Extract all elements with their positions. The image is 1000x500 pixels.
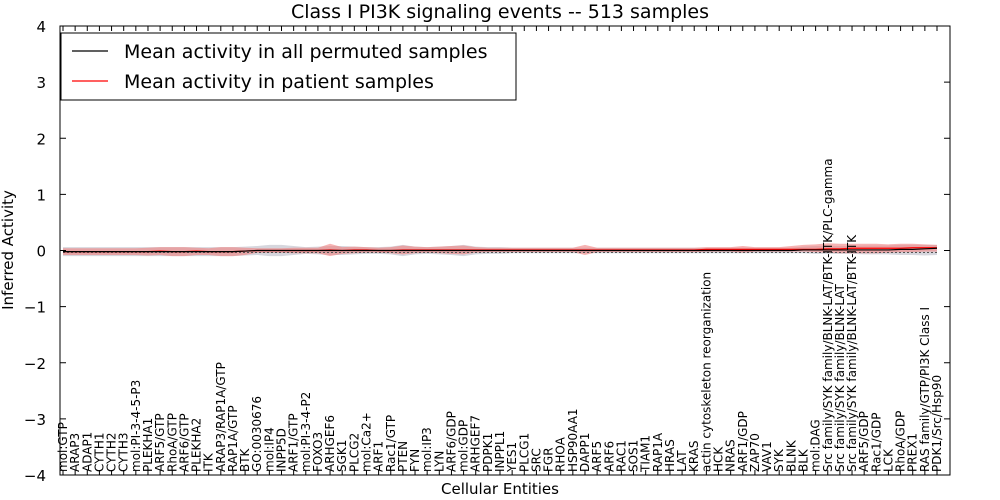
x-tick-label: BLNK (784, 439, 798, 472)
legend-box (60, 32, 517, 101)
x-tick-label: PTEN (396, 441, 410, 472)
x-tick-label: ARF6/GDP (444, 411, 458, 472)
y-tick-label: −3 (24, 411, 46, 429)
x-tick-label: ARF5/GDP (857, 411, 871, 472)
x-tick-label: INPP5D (275, 428, 289, 472)
series-lines (63, 247, 938, 253)
x-tick-label: PDK1/Src/Hsp90 (930, 375, 944, 472)
x-tick-label: SOS1 (627, 440, 641, 472)
x-tick-label: Rac1/GDP (869, 413, 883, 472)
x-tick-label: PLEKHA1 (141, 418, 155, 472)
y-tick-label: −1 (24, 299, 46, 317)
x-tick-label: KRAS (687, 440, 701, 472)
x-tick-label: TIAM1 (639, 435, 653, 473)
y-tick-label: 2 (36, 130, 46, 148)
x-tick-label: mol:PI-3-4-P2 (299, 392, 313, 472)
x-tick-label: Rac1/GTP (384, 415, 398, 472)
x-tick-label: RAP1A/GTP (226, 405, 240, 472)
x-tick-label: YES1 (505, 442, 519, 473)
x-tick-label: ADAP1 (80, 432, 94, 472)
y-tick-label: 1 (36, 186, 46, 204)
x-tick-label: ARF1/GTP (287, 413, 301, 472)
x-tick-label: RhoA/GDP (894, 411, 908, 472)
x-tick-label: CYTH2 (105, 433, 119, 473)
x-tick-label: ARF5/GTP (153, 413, 167, 472)
legend: Mean activity in all permuted samples Me… (60, 32, 517, 101)
x-tick-label: PLCG1 (517, 433, 531, 472)
x-tick-label: ARHGEF6 (323, 415, 337, 472)
x-tick-label: FYN (408, 449, 422, 472)
x-tick-label: ARF6/GTP (177, 413, 191, 472)
x-tick-label: Src family/SYK family/BLNK-LAT/BTK-ITK (845, 234, 859, 472)
x-tick-label: ARHGEF7 (469, 415, 483, 472)
x-tick-label: SYK (772, 448, 786, 472)
x-tick-label: LYN (432, 451, 446, 472)
x-tick-label: HRAS (663, 439, 677, 472)
x-tick-label: ZAP70 (748, 433, 762, 472)
plot-area: −4 −3 −2 −1 0 1 2 3 4 mol:GTPARAP3ADAP1CYTH1CYTH… (24, 18, 951, 485)
x-tick-label: mol:DAG (809, 419, 823, 472)
x-tick-label: RAC1 (614, 440, 628, 472)
x-tick-label: ARF1 (372, 441, 386, 472)
x-tick-label: HSP90AA1 (566, 408, 580, 472)
x-tick-label: PREX1 (906, 433, 920, 472)
x-tick-label: GO:0030676 (250, 396, 264, 472)
x-tick-label: LCK (881, 448, 895, 472)
x-tick-label: FOXO3 (311, 432, 325, 472)
x-tick-label: NRAS (724, 439, 738, 472)
y-tick-label: 3 (36, 74, 46, 92)
x-tick-label: INPPL1 (493, 431, 507, 472)
x-tick-label: ITK (202, 452, 216, 472)
x-tick-label: RHOA (554, 436, 568, 472)
x-tick-label: PDPK1 (481, 433, 495, 472)
x-axis-label: Cellular Entities (441, 480, 559, 498)
permuted-mean-line (63, 247, 938, 253)
x-tick-label: Src family/SYK family/BLNK-LAT/BTK-ITK/P… (821, 158, 835, 472)
x-tick-label: mol:GDP (457, 420, 471, 472)
x-tick-label: SRC (529, 448, 543, 472)
x-tick-label: ARF5 (590, 441, 604, 472)
x-tick-label: SGK1 (335, 440, 349, 472)
x-tick-label: ARAP3/RAP1A/GTP (214, 362, 228, 472)
x-tick-label: ARF6 (602, 441, 616, 472)
y-tick-label: −2 (24, 355, 46, 373)
x-tick-label: RAP1A (651, 432, 665, 472)
x-tick-label: ARAP3 (68, 433, 82, 472)
y-axis-ticks: −4 −3 −2 −1 0 1 2 3 4 (24, 18, 950, 485)
x-tick-label: RAS family/GTP/PI3K Class I (918, 307, 932, 472)
x-tick-label: LAT (675, 450, 689, 472)
y-tick-label: −4 (24, 467, 46, 485)
x-tick-label: CYTH1 (92, 433, 106, 473)
y-tick-label: 0 (36, 243, 46, 261)
x-tick-label: FGR (542, 447, 556, 472)
x-tick-label: CYTH3 (117, 433, 131, 473)
x-tick-label: mol:IP3 (420, 427, 434, 472)
x-tick-label: actin cytoskeleton reorganization (699, 272, 713, 472)
x-tick-label: HCK (712, 446, 726, 472)
x-tick-label: Src family/SYK family/BLNK-LAT (833, 283, 847, 472)
x-axis-ticks: mol:GTPARAP3ADAP1CYTH1CYTH2CYTH3mol:PI-3… (56, 26, 944, 475)
x-tick-label: mol:PI-3-4-5-P3 (129, 380, 143, 472)
x-tick-label: DAPP1 (578, 433, 592, 472)
y-axis-label: Inferred Activity (0, 190, 17, 310)
chart-title: Class I PI3K signaling events -- 513 sam… (291, 1, 709, 23)
x-tick-label: PLEKHA2 (190, 418, 204, 472)
legend-label-permuted: Mean activity in all permuted samples (124, 41, 487, 63)
x-tick-label: mol:IP4 (262, 427, 276, 472)
plot-frame (59, 25, 951, 476)
x-tick-label: BLK (796, 448, 810, 472)
x-tick-label: VAV1 (760, 441, 774, 472)
x-tick-label: BTK (238, 447, 252, 472)
x-tick-label: PLCG2 (347, 433, 361, 472)
x-tick-label: mol:Ca2+ (359, 412, 373, 472)
x-tick-label: RhoA/GTP (165, 413, 179, 472)
y-tick-label: 4 (36, 18, 46, 36)
x-tick-label: ARF1/GDP (736, 411, 750, 472)
legend-label-patient: Mean activity in patient samples (124, 71, 434, 93)
